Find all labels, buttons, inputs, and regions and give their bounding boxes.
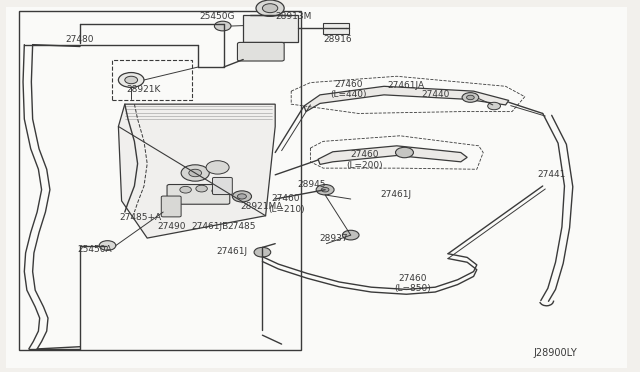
Text: 28921MA: 28921MA: [240, 202, 282, 211]
FancyBboxPatch shape: [237, 42, 284, 61]
Circle shape: [181, 165, 209, 181]
Circle shape: [254, 247, 271, 257]
Text: 27441: 27441: [538, 170, 566, 179]
Circle shape: [467, 95, 474, 100]
Circle shape: [262, 4, 278, 13]
Text: 28937: 28937: [320, 234, 348, 243]
Text: 27485: 27485: [228, 222, 256, 231]
FancyBboxPatch shape: [212, 177, 232, 195]
Circle shape: [316, 185, 334, 195]
Circle shape: [214, 21, 231, 31]
FancyBboxPatch shape: [167, 185, 230, 204]
Circle shape: [488, 102, 500, 110]
Text: 25450A: 25450A: [77, 245, 112, 254]
Bar: [112, 60, 192, 100]
Circle shape: [212, 187, 223, 194]
FancyBboxPatch shape: [243, 15, 298, 42]
Text: 27461JB: 27461JB: [191, 222, 228, 231]
Text: 27485+A: 27485+A: [120, 213, 162, 222]
Circle shape: [462, 93, 479, 102]
Text: 28913M: 28913M: [275, 12, 311, 21]
Bar: [323, 23, 349, 33]
Text: 27490: 27490: [157, 222, 186, 231]
Text: 28921K: 28921K: [127, 85, 161, 94]
Circle shape: [196, 185, 207, 192]
Circle shape: [99, 241, 116, 250]
Text: 28945: 28945: [298, 180, 326, 189]
Text: 27461JA: 27461JA: [388, 81, 425, 90]
Circle shape: [189, 169, 202, 177]
Circle shape: [396, 147, 413, 158]
Text: 27460
(L=200): 27460 (L=200): [346, 150, 383, 170]
Polygon shape: [118, 104, 275, 238]
Polygon shape: [304, 86, 509, 112]
Text: 27460
(L=210): 27460 (L=210): [268, 194, 305, 214]
Circle shape: [256, 0, 284, 16]
Circle shape: [321, 187, 329, 192]
Text: 27461J: 27461J: [380, 190, 411, 199]
Text: 25450G: 25450G: [200, 12, 236, 21]
Text: 27460
(L=850): 27460 (L=850): [394, 274, 431, 293]
Text: 27460
(L=440): 27460 (L=440): [330, 80, 367, 99]
Text: 27440: 27440: [421, 90, 449, 99]
Circle shape: [206, 161, 229, 174]
FancyBboxPatch shape: [161, 196, 181, 217]
Text: 28916: 28916: [324, 35, 352, 44]
Bar: [19, 11, 301, 350]
Text: 27480: 27480: [66, 35, 94, 44]
Text: J28900LY: J28900LY: [534, 348, 577, 357]
Circle shape: [342, 230, 359, 240]
Text: 27461J: 27461J: [216, 247, 247, 256]
Circle shape: [237, 194, 246, 199]
Circle shape: [232, 191, 252, 202]
Polygon shape: [318, 146, 467, 164]
Circle shape: [118, 73, 144, 87]
Circle shape: [125, 76, 138, 84]
Circle shape: [180, 186, 191, 193]
